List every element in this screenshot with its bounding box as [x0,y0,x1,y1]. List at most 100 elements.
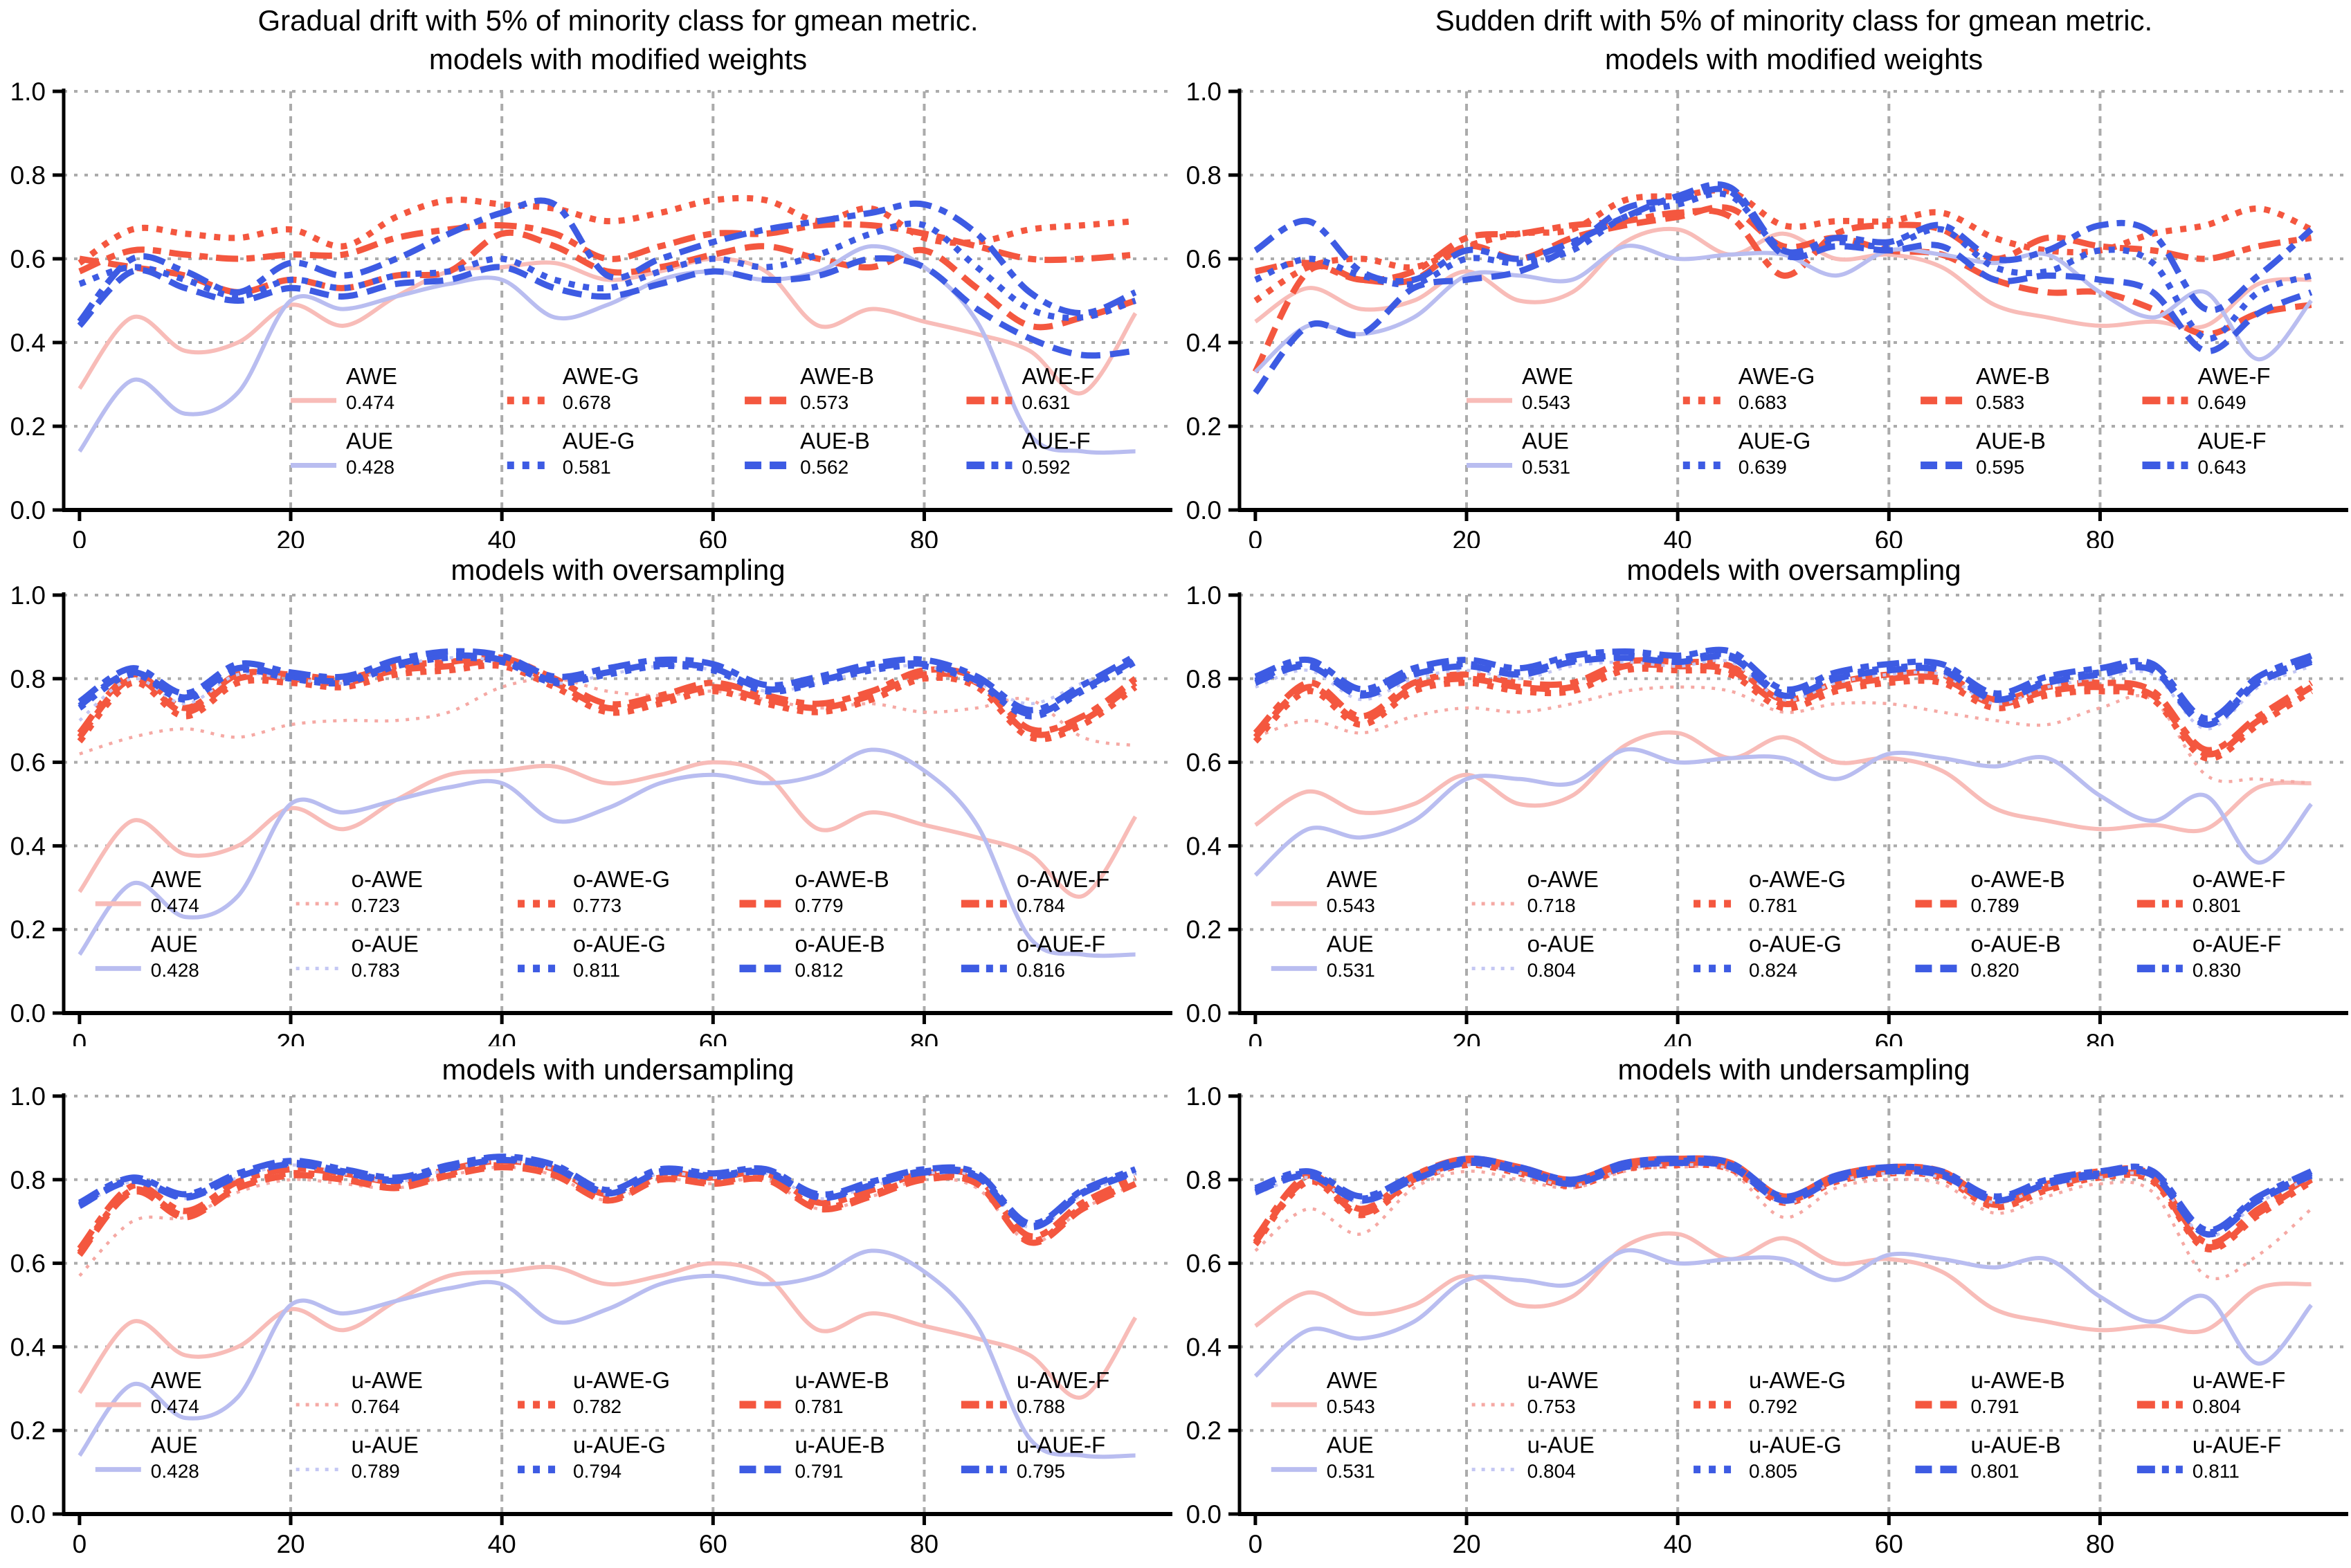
x-tick-label: 0 [1249,1029,1263,1046]
y-tick-label: 0.0 [10,1500,46,1529]
legend-entry-o-AUE: o-AUE 0.804 [1471,931,1595,981]
legend-value: 0.474 [151,895,199,916]
subplot-title: models with undersampling [442,1053,795,1086]
legend-entry-AUE: AUE 0.428 [291,428,394,478]
legend-entry-o-AUE-G: o-AUE-G 0.824 [1694,931,1842,981]
series-line-o-AWE-B [1253,661,2313,758]
legend-label: o-AUE-G [573,931,666,957]
y-tick-label: 0.6 [10,749,46,777]
legend-label: u-AUE [352,1432,419,1458]
legend-value: 0.428 [151,960,199,981]
legend-value: 0.795 [1017,1461,1065,1482]
legend-value: 0.643 [2197,457,2246,478]
subplot-gradual-oversampling: 0.0 0.2 0.4 0.6 0.8 1.0 0 20 40 60 80 models with o… [0,548,1175,1046]
legend-value: 0.816 [1017,960,1065,981]
subplot-title: models with modified weights [1605,43,1983,75]
legend-label: o-AUE-G [1749,931,1842,957]
subplot-title: models with undersampling [1618,1053,1970,1086]
x-tick-label: 80 [910,1530,938,1558]
x-tick-label: 0 [73,1530,87,1558]
x-tick-label: 60 [1875,1029,1903,1046]
legend-label: o-AUE-B [795,931,884,957]
y-tick-label: 1.0 [10,78,46,106]
legend-entry-AWE-B: AWE-B 0.583 [1921,363,2050,413]
legend-value: 0.764 [352,1396,400,1417]
y-tick-label: 0.2 [1186,1416,1222,1445]
legend-entry-o-AUE: o-AUE 0.783 [296,931,419,981]
series-line-AWE [78,257,1138,396]
y-tick-label: 0.6 [1186,1250,1222,1278]
legend-value: 0.792 [1749,1396,1797,1417]
y-tick-label: 0.4 [10,1333,46,1361]
legend-entry-AWE-F: AWE-F 0.631 [966,363,1095,413]
y-tick-label: 0.0 [10,496,46,525]
plot-gradual-modified-weights: 0.0 0.2 0.4 0.6 0.8 1.0 0 20 40 60 80 Gradual drift… [10,4,1172,548]
legend-entry-u-AWE-B: u-AWE-B 0.791 [1915,1367,2065,1417]
legend-entry-u-AWE-B: u-AWE-B 0.781 [739,1367,889,1417]
legend-value: 0.804 [2193,1396,2241,1417]
y-tick-label: 1.0 [1186,1082,1222,1111]
legend-label: o-AWE-G [573,866,670,892]
legend-label: AWE [346,363,397,389]
series-line-u-AUE-B [78,1156,1137,1230]
series-line-AUE [78,244,1136,455]
legend-entry-u-AWE-G: u-AWE-G 0.782 [518,1367,670,1417]
legend-entry-o-AWE-B: o-AWE-B 0.779 [739,866,889,916]
legend-entry-u-AWE-F: u-AWE-F 0.788 [961,1367,1109,1417]
series-line-o-AWE [1255,685,2312,785]
legend-entry-AUE: AUE 0.531 [1271,1432,1375,1482]
x-tick-label: 20 [276,526,305,548]
legend-label: o-AWE-G [1749,866,1846,892]
legend-entry-AWE: AWE 0.543 [1271,866,1378,916]
legend-entry-u-AUE-B: u-AUE-B 0.801 [1915,1432,2061,1482]
subplot-title: models with oversampling [451,554,785,586]
series-line-o-AWE-G [1253,665,2314,762]
y-tick-label: 0.8 [10,1166,46,1194]
legend-value: 0.562 [800,457,848,478]
legend-label: AWE-F [1022,363,1094,389]
x-tick-label: 80 [2086,1530,2114,1558]
legend-label: u-AUE [1527,1432,1595,1458]
x-tick-label: 0 [73,526,87,548]
legend-entry-AWE-B: AWE-B 0.573 [745,363,874,413]
series-line-o-AUE-B [1254,653,2313,728]
legend-label: AWE-B [1976,363,2050,389]
y-tick-label: 0.0 [1186,1500,1222,1529]
series-line-AWE [78,1261,1138,1400]
x-tick-label: 20 [1452,526,1480,548]
subplot-sudden-oversampling: 0.0 0.2 0.4 0.6 0.8 1.0 0 20 40 60 80 models with o… [1176,548,2351,1046]
legend-label: AWE [151,866,202,892]
legend-value: 0.678 [563,392,611,413]
legend-entry-u-AWE: u-AWE 0.753 [1471,1367,1599,1417]
legend-value: 0.804 [1527,1461,1576,1482]
legend-label: u-AWE [1527,1367,1599,1393]
legend-entry-u-AWE: u-AWE 0.764 [296,1367,423,1417]
y-tick-label: 0.6 [10,245,46,273]
legend-entry-u-AWE-F: u-AWE-F 0.804 [2136,1367,2285,1417]
legend-value: 0.794 [573,1461,621,1482]
y-tick-label: 1.0 [1186,78,1222,106]
x-tick-label: 40 [488,1029,516,1046]
series-line-AUE-G [1254,190,2312,342]
x-tick-label: 40 [488,526,516,548]
legend-value: 0.781 [1749,895,1797,916]
y-tick-label: 0.0 [1186,999,1222,1028]
legend-label: u-AUE-B [1970,1432,2060,1458]
legend-label: AWE [1327,866,1378,892]
y-tick-label: 0.8 [1186,1166,1222,1194]
legend-label: u-AUE-B [795,1432,884,1458]
series-line-AUE-F [1253,181,2314,313]
legend-entry-o-AUE-B: o-AUE-B 0.820 [1915,931,2061,981]
legend-value: 0.592 [1022,457,1070,478]
legend-entry-AWE: AWE 0.474 [95,1367,202,1417]
legend-entry-AUE: AUE 0.428 [95,1432,199,1482]
x-tick-label: 60 [1875,526,1903,548]
y-tick-label: 0.0 [10,999,46,1028]
legend-entry-AUE: AUE 0.531 [1271,931,1375,981]
series-line-AWE-G [78,194,1136,266]
legend-label: o-AUE [1527,931,1595,957]
legend-entry-AUE-B: AUE-B 0.562 [745,428,870,478]
legend-label: AUE-G [1739,428,1811,454]
legend-label: u-AWE-F [1017,1367,1109,1393]
legend-entry-o-AWE-F: o-AWE-F 0.784 [961,866,1109,916]
